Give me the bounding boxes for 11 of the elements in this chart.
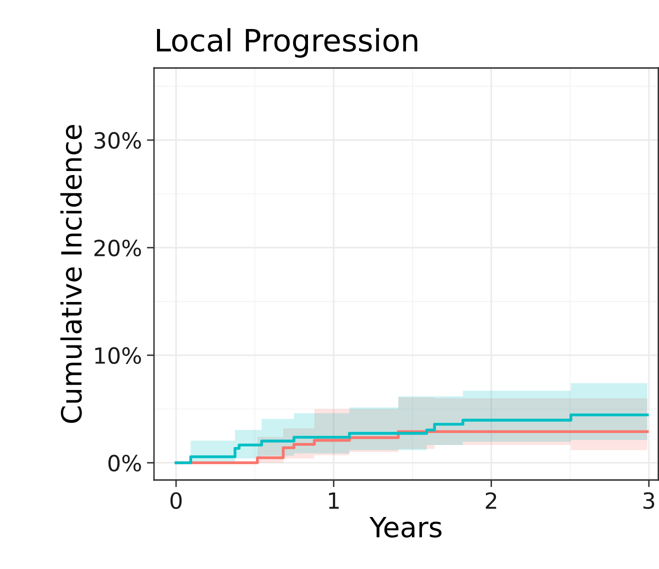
- x-tick-label: 1: [329, 492, 339, 509]
- x-tick-label: 2: [486, 492, 496, 509]
- x-tick-label: 3: [644, 492, 654, 510]
- y-tick-label: 20%: [94, 240, 141, 256]
- x-tick-label: 0: [170, 492, 182, 510]
- y-tick-label: 10%: [95, 347, 141, 364]
- y-tick-label: 30%: [94, 132, 141, 149]
- chart-title: Local Progression: [157, 28, 418, 58]
- y-axis-title: Cumulative Incidence: [60, 125, 82, 423]
- x-axis-title: Years: [369, 516, 442, 538]
- y-tick-label: 0%: [108, 454, 141, 472]
